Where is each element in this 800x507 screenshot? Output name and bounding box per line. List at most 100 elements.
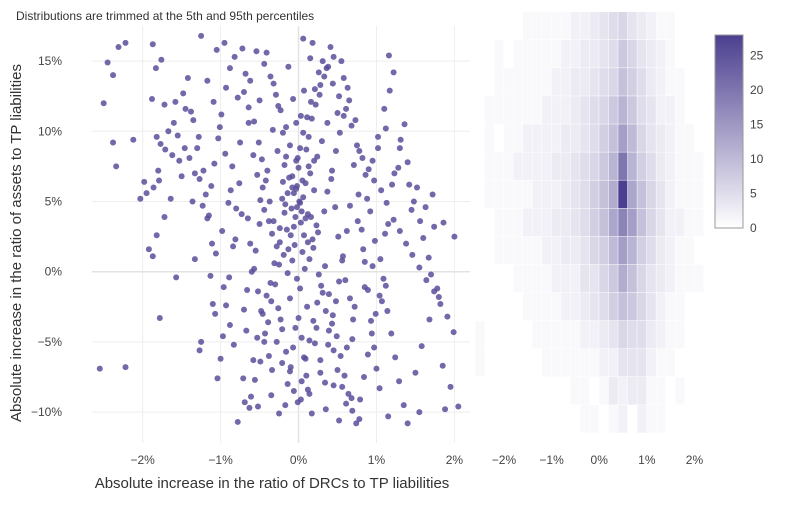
scatter-point (174, 132, 181, 139)
scatter-point (311, 340, 318, 347)
scatter-point (279, 178, 286, 185)
scatter-point (181, 145, 188, 152)
scatter-point (303, 372, 310, 379)
heatmap-cell (570, 40, 580, 68)
scatter-point (335, 233, 342, 240)
scatter-point (382, 230, 389, 237)
scatter-point (390, 69, 397, 76)
heatmap-cell (618, 124, 628, 152)
heatmap-cell (551, 124, 561, 152)
heatmap-cell (656, 292, 666, 321)
scatter-point (241, 399, 248, 406)
scatter-point (258, 156, 265, 163)
heatmap-cell (646, 152, 656, 180)
scatter-point (349, 407, 356, 414)
scatter-point (299, 249, 306, 256)
scatter-point (251, 118, 258, 125)
scatter-points (96, 32, 462, 427)
heatmap-cell (503, 152, 513, 180)
heatmap-cell (542, 124, 552, 152)
scatter-point (227, 187, 234, 194)
scatter-point (287, 364, 294, 371)
scatter-point (286, 295, 293, 302)
scatter-point (100, 100, 107, 107)
scatter-point (209, 240, 216, 247)
scatter-point (429, 191, 436, 198)
scatter-point (382, 282, 389, 289)
scatter-point (216, 124, 223, 131)
scatter-point (199, 202, 206, 209)
heatmap-x-tick-label: 2% (686, 453, 704, 467)
scatter-point (437, 301, 444, 307)
scatter-point (293, 119, 300, 126)
scatter-point (300, 194, 307, 201)
scatter-point (332, 204, 339, 211)
heatmap-cell (513, 152, 523, 180)
scatter-point (385, 413, 392, 420)
heatmap-cell (551, 292, 561, 321)
heatmap-cell (580, 68, 590, 96)
heatmap-cell (580, 208, 590, 237)
heatmap-cell (656, 208, 666, 237)
heatmap-cell (665, 96, 675, 124)
heatmap-cell (589, 264, 599, 293)
heatmap-cell (580, 236, 590, 265)
heatmap-cell (637, 292, 647, 321)
heatmap-cell (675, 264, 685, 293)
scatter-point (263, 292, 270, 299)
heatmap-cell (665, 180, 675, 209)
scatter-point (293, 275, 300, 282)
heatmap-cell (551, 236, 561, 265)
scatter-point (307, 170, 314, 177)
heatmap-cell (523, 68, 533, 96)
scatter-point (426, 316, 433, 323)
scatter-point (266, 198, 273, 205)
scatter-point (247, 393, 254, 400)
scatter-point (161, 213, 168, 220)
scatter-point (318, 282, 325, 289)
scatter-point (350, 316, 357, 323)
scatter-point (371, 177, 378, 184)
scatter-point (236, 180, 243, 187)
scatter-point (324, 188, 331, 195)
scatter-point (299, 177, 306, 184)
scatter-point (386, 87, 393, 94)
heatmap-cell (694, 152, 704, 180)
colorbar-tick-label: 5 (750, 187, 757, 201)
heatmap-cell (589, 152, 599, 180)
scatter-point (198, 338, 205, 345)
scatter-point (325, 341, 332, 348)
heatmap-cell (599, 11, 609, 40)
scatter-point (404, 420, 411, 427)
scatter-point (268, 392, 275, 399)
scatter-point (287, 232, 294, 239)
scatter-point (442, 406, 449, 413)
scatter-point (194, 145, 201, 152)
heatmap-cell (580, 292, 590, 321)
scatter-point (172, 98, 179, 105)
heatmap-cell (570, 152, 580, 180)
scatter-point (313, 222, 320, 229)
scatter-point (211, 160, 218, 167)
heatmap-cell (599, 68, 609, 96)
heatmap-cell (570, 377, 580, 405)
scatter-point (440, 219, 447, 226)
scatter-point (337, 352, 344, 359)
heatmap-cell (656, 405, 666, 433)
heatmap-cell (561, 348, 571, 377)
scatter-point (329, 320, 336, 327)
heatmap-cell (627, 11, 637, 40)
heatmap-cell (627, 236, 637, 265)
heatmap-cell (542, 68, 552, 96)
scatter-point (324, 119, 331, 126)
colorbar-tick-label: 0 (750, 221, 757, 235)
colorbar-tick-label: 15 (750, 118, 764, 132)
heatmap-cell (523, 124, 533, 152)
heatmap-cell (494, 236, 504, 265)
scatter-point (279, 129, 286, 136)
scatter-point (191, 170, 198, 177)
heatmap-cell (580, 377, 590, 405)
scatter-point (242, 70, 249, 77)
scatter-point (416, 409, 423, 416)
trim-note: Distributions are trimmed at the 5th and… (16, 9, 314, 23)
